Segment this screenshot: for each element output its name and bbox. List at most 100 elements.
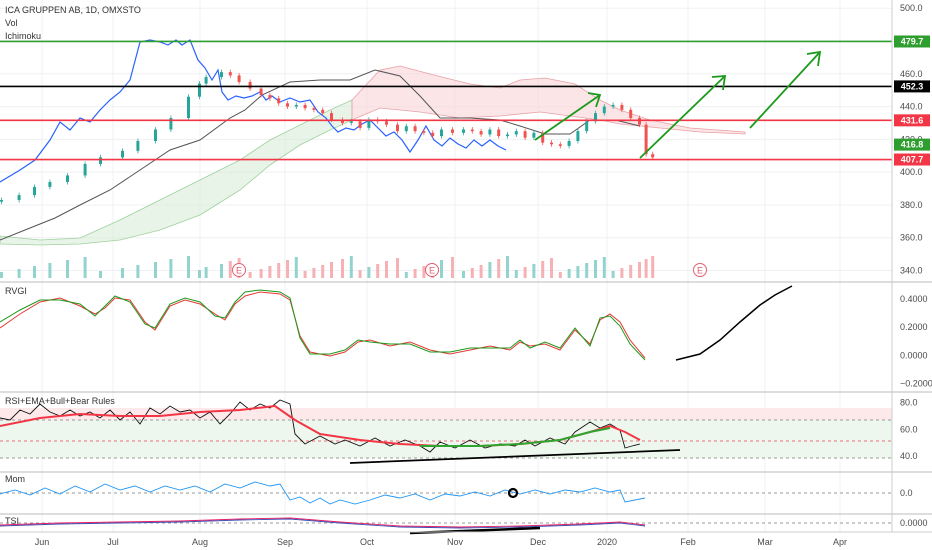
earnings-marker-1[interactable] xyxy=(232,263,246,277)
volume-bars xyxy=(0,256,655,278)
rvgi-axis: −0.2000 0.0000 0.2000 0.4000 xyxy=(900,294,932,389)
month-tick-label: Jun xyxy=(35,537,50,547)
volume-bar xyxy=(470,268,474,278)
volume-bar xyxy=(497,259,501,278)
arrow-line-1 xyxy=(534,94,601,141)
price-tick-label: 360.0 xyxy=(900,233,923,243)
rvgi-tick-label: 0.0000 xyxy=(900,350,928,360)
earnings-marker-3[interactable] xyxy=(693,263,707,277)
month-tick-label: Jul xyxy=(107,537,119,547)
mom-line xyxy=(0,481,646,505)
volume-bar xyxy=(440,260,443,278)
volume-bar xyxy=(33,266,36,278)
candle-body xyxy=(576,131,580,141)
rsi-line xyxy=(0,399,641,453)
price-tick-label: 460.0 xyxy=(900,69,923,79)
price-tick-label: 400.0 xyxy=(900,167,923,177)
candle-body xyxy=(33,186,36,196)
mom-pane: Mom 0.0 xyxy=(0,471,932,505)
volume-bar xyxy=(651,256,655,278)
volume-bar xyxy=(462,271,465,278)
mom-tick-label: 0.0 xyxy=(900,488,913,498)
rsi-pane: RSI+EMA+Bull+Bear Rules 40.0 60.0 80.0 xyxy=(0,391,932,464)
volume-bar xyxy=(99,271,102,278)
volume-bar xyxy=(330,262,333,278)
volume-bar xyxy=(303,271,307,278)
volume-bar xyxy=(169,259,173,278)
volume-bar xyxy=(321,265,325,278)
time-axis: Jun Jul Aug Sep Oct Nov Dec 2020 Feb Mar Apr xyxy=(35,537,847,547)
volume-bar xyxy=(358,270,362,278)
candle-body xyxy=(169,118,173,130)
volume-bar xyxy=(620,268,624,278)
volume-bar xyxy=(286,260,289,278)
volume-bar xyxy=(396,258,399,278)
volume-bar xyxy=(404,272,408,278)
candle-body xyxy=(277,98,281,104)
candle-body xyxy=(558,144,562,146)
volume-bar xyxy=(349,256,353,278)
candle-body xyxy=(602,106,606,114)
earnings-markers: E E E xyxy=(232,263,707,277)
tsi-line-1 xyxy=(0,517,646,528)
candle-body xyxy=(121,150,124,158)
month-tick-label: Aug xyxy=(192,537,208,547)
price-level-tag xyxy=(894,80,930,93)
legend-ichimoku: Ichimoku xyxy=(5,31,41,41)
price-level-tag-label: 479.7 xyxy=(901,36,924,46)
rvgi-label: RVGI xyxy=(5,286,27,296)
price-level-tag-label: 452.3 xyxy=(901,81,924,91)
volume-bar xyxy=(523,267,527,278)
candle-body xyxy=(479,131,483,135)
rsi-trendline xyxy=(349,449,681,464)
candle-body xyxy=(220,72,223,78)
earnings-marker-2[interactable] xyxy=(425,263,439,277)
price-tags: 479.7 452.3 431.6 416.8 407.7 xyxy=(894,35,930,166)
volume-bar xyxy=(294,257,298,278)
candle-body xyxy=(367,119,371,128)
candle-body xyxy=(440,129,443,137)
arrow-line-3 xyxy=(749,51,821,129)
ichimoku-cloud-bear xyxy=(351,65,746,135)
volume-bar xyxy=(567,269,571,278)
candle-body xyxy=(523,131,527,138)
volume-bar xyxy=(48,263,52,278)
mom-cursor-marker xyxy=(507,487,519,499)
mom-axis: 0.0 xyxy=(900,488,913,498)
candle-body xyxy=(422,131,426,133)
candle-body xyxy=(385,121,388,125)
rsi-ema-green-line xyxy=(420,427,611,447)
rsi-neutral-band xyxy=(0,420,892,458)
month-tick-label: 2020 xyxy=(597,537,617,547)
month-tick-label: Oct xyxy=(360,537,375,547)
candlesticks xyxy=(0,69,655,205)
rvgi-signal-line xyxy=(0,291,646,359)
volume-bar xyxy=(341,259,344,278)
price-level-tag xyxy=(894,114,930,127)
volume-bar xyxy=(248,272,252,278)
legend-vol: Vol xyxy=(5,18,18,28)
arrow-line-2 xyxy=(639,75,726,159)
volume-bar xyxy=(204,267,208,278)
candle-body xyxy=(431,132,435,137)
volume-bar xyxy=(541,261,545,278)
rvgi-pane: RVGI −0.2000 0.0000 0.2000 0.4000 xyxy=(0,281,932,389)
candle-body xyxy=(0,200,3,202)
candle-body xyxy=(541,132,545,143)
price-tick-label: 340.0 xyxy=(900,266,923,276)
rsi-overbought-band xyxy=(0,408,892,420)
price-level-tag xyxy=(894,138,930,151)
price-tick-label: 500.0 xyxy=(900,3,923,13)
candle-body xyxy=(48,181,52,187)
candle-body xyxy=(187,96,190,119)
candle-body xyxy=(294,104,298,107)
tsi-tick-label: 0.0000 xyxy=(900,518,928,528)
chart-title: ICA GRUPPEN AB, 1D, OMXSTO xyxy=(5,5,141,15)
volume-bar xyxy=(187,256,190,278)
arrow-head-1 xyxy=(587,92,602,108)
candle-body xyxy=(629,109,633,119)
volume-bar xyxy=(644,259,648,278)
candle-body xyxy=(638,118,641,125)
volume-bar xyxy=(576,266,580,278)
